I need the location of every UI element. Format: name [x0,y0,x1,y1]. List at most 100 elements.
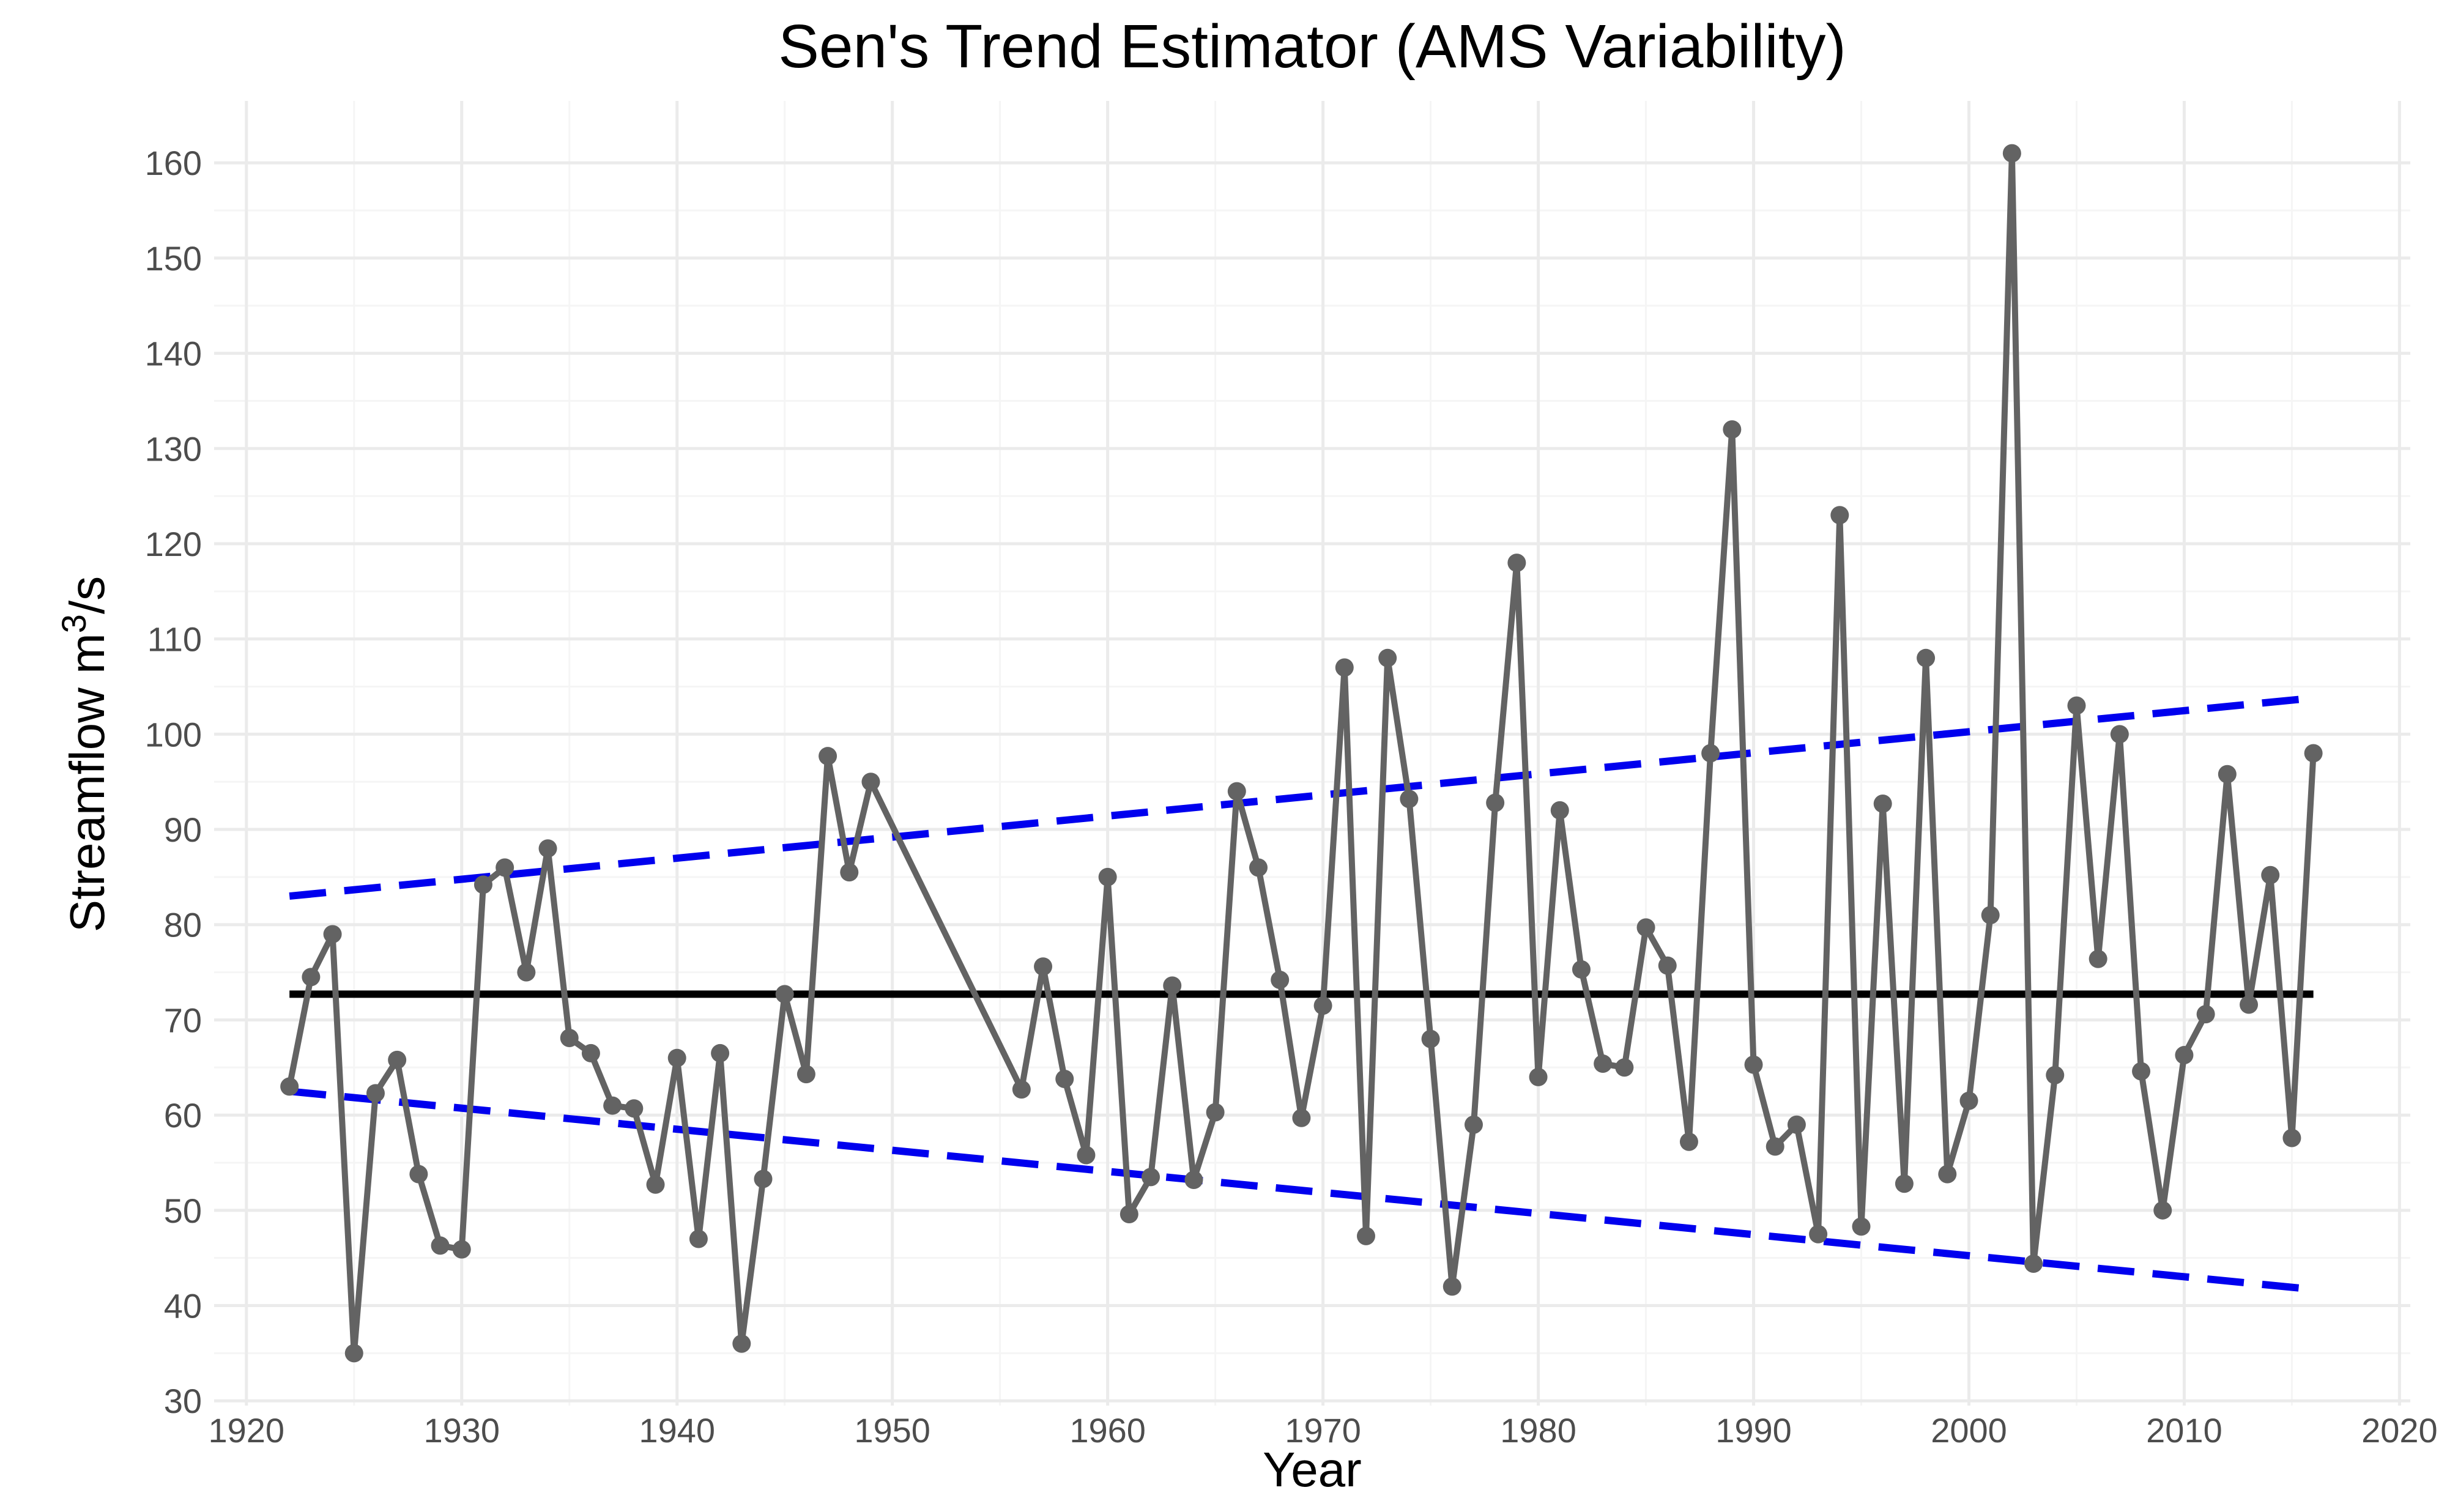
data-point [2046,1065,2065,1084]
data-point [1938,1165,1957,1184]
trend-lines [289,694,2314,1294]
data-point [1271,971,1290,990]
data-point [1594,1054,1613,1073]
data-point [1378,648,1397,667]
data-point [1120,1205,1138,1224]
data-point [1873,795,1892,813]
y-tick-label: 90 [164,810,202,849]
data-point [1959,1091,1978,1110]
data-point [2175,1046,2194,1065]
data-point [1464,1115,1483,1134]
tick-labels: 1920 1930 1940 1950 1960 1970 1980 1990 2000 2010… [145,144,2438,1450]
x-tick-label: 2020 [2361,1411,2438,1450]
data-point [2153,1201,2172,1220]
data-point [1400,790,1419,809]
data-point [366,1084,385,1103]
data-point [1335,658,1354,677]
data-point [2196,1005,2215,1024]
data-point [625,1099,644,1118]
trend-line-upper [289,694,2314,900]
data-point [452,1240,471,1259]
data-point [1012,1080,1031,1099]
data-point [1615,1058,1634,1077]
data-point [819,747,837,766]
data-point [1658,956,1677,975]
y-tick-label: 150 [145,239,202,278]
data-point [732,1334,751,1353]
data-point [409,1165,428,1184]
data-point [796,1065,815,1084]
data-point [1098,867,1117,886]
y-tick-label: 140 [145,335,202,373]
x-tick-label: 1990 [1715,1411,1792,1450]
data-point [431,1236,450,1255]
x-tick-label: 1980 [1500,1411,1576,1450]
y-tick-label: 130 [145,429,202,468]
data-point [1550,801,1569,820]
data-point [1744,1055,1763,1074]
data-point [1055,1069,1074,1088]
data-point [1486,793,1505,812]
data-point [840,863,859,882]
data-point [2261,865,2280,884]
data-point [1507,554,1526,573]
data-point [1830,506,1849,525]
x-tick-label: 2000 [1931,1411,2007,1450]
data-point [1852,1217,1871,1236]
data-point [1636,918,1655,937]
trend-line-lower [289,1088,2314,1294]
data-point [1206,1103,1225,1122]
data-point [538,839,557,858]
data-point [775,985,794,1004]
y-tick-label: 70 [164,1001,202,1039]
data-point [581,1043,600,1062]
data-point [1249,858,1268,877]
data-point [2282,1128,2301,1147]
y-tick-label: 110 [147,620,202,659]
data-point [1356,1226,1375,1245]
minor-gridlines [214,101,2410,1406]
x-tick-label: 1970 [1285,1411,1361,1450]
data-point [1227,782,1246,801]
data-point [1421,1029,1440,1048]
data-point [2218,765,2237,784]
data-point [711,1043,730,1062]
y-tick-label: 120 [145,525,202,563]
data-point [2067,696,2086,715]
data-point [1184,1171,1203,1190]
data-point [344,1344,363,1363]
data-point [1077,1146,1096,1165]
data-series [280,144,2323,1363]
data-point [2089,949,2107,968]
data-point [1572,960,1591,979]
data-point [2132,1062,2151,1081]
data-point [1787,1115,1806,1134]
data-point [1163,976,1182,995]
y-axis-title: Streamflow m3/s [54,576,114,932]
data-point [1529,1067,1548,1086]
data-point [1292,1108,1311,1127]
y-axis-title-rest: /s [60,576,114,614]
data-point [1723,420,1742,439]
data-point [1142,1168,1160,1187]
data-point [754,1169,773,1188]
data-point [517,963,536,982]
data-point [323,925,342,944]
data-point [603,1096,622,1115]
y-tick-label: 50 [164,1191,202,1230]
chart-title: Sen's Trend Estimator (AMS Variability) [778,12,1846,81]
data-point [473,875,492,894]
data-point [388,1050,407,1069]
y-tick-label: 30 [164,1382,202,1420]
data-point [280,1077,299,1096]
y-tick-label: 100 [145,715,202,754]
data-point [1679,1132,1698,1151]
data-point [2024,1254,2043,1273]
data-point [689,1229,708,1248]
data-point [302,968,321,987]
x-tick-label: 1940 [639,1411,715,1450]
data-point [646,1175,665,1194]
data-point [496,858,514,877]
y-tick-label: 40 [164,1287,202,1325]
x-axis-title: Year [1263,1442,1362,1497]
